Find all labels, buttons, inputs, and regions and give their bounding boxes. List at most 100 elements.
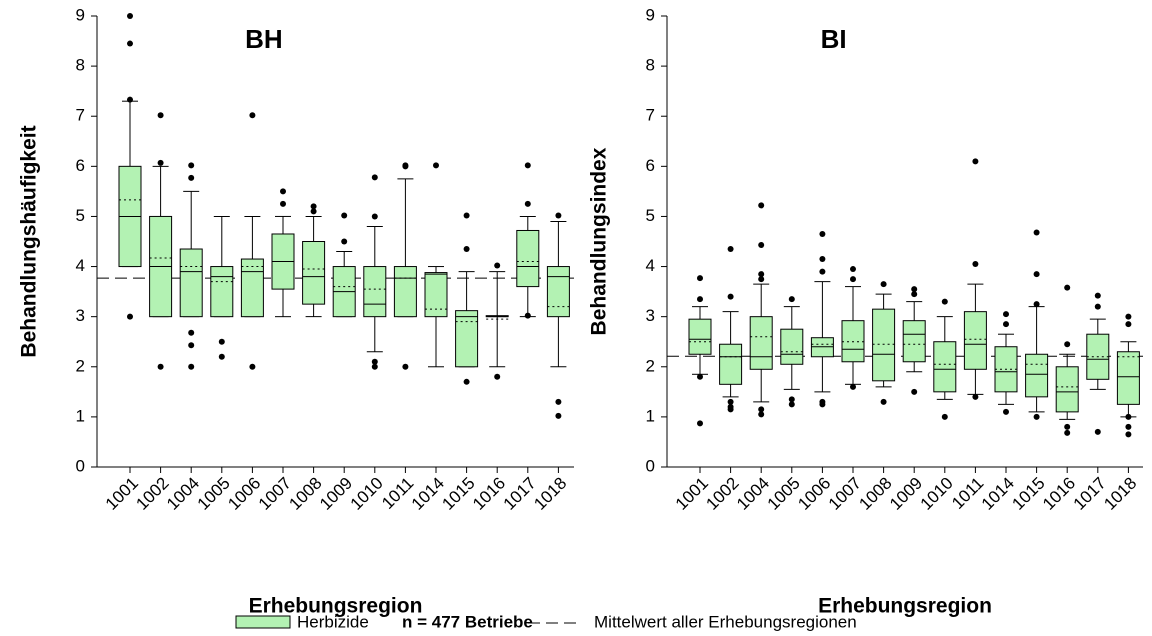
outlier <box>1094 292 1101 299</box>
outlier <box>850 266 856 273</box>
outlier <box>494 373 501 380</box>
box <box>546 266 570 318</box>
outlier <box>127 96 133 103</box>
outlier <box>1094 303 1101 310</box>
outlier <box>758 406 765 413</box>
box <box>719 343 743 385</box>
outlier <box>758 242 765 249</box>
outlier <box>727 293 734 300</box>
outlier <box>941 298 948 305</box>
outlier <box>280 188 286 195</box>
x-tick-label: 1016 <box>469 474 509 514</box>
x-tick-label: 1017 <box>1070 474 1110 514</box>
box <box>780 328 804 365</box>
x-tick-label: 1018 <box>1100 474 1140 514</box>
y-tick-label: 5 <box>646 206 655 225</box>
outlier <box>1125 431 1132 438</box>
outlier <box>1003 311 1009 318</box>
box <box>424 272 448 318</box>
outlier <box>727 403 734 410</box>
outlier <box>524 162 531 169</box>
outlier <box>1125 321 1132 328</box>
legend-note: n = 477 Betriebe <box>402 612 533 631</box>
x-tick-label: 1007 <box>255 474 295 514</box>
box <box>688 318 712 355</box>
outlier <box>1125 413 1132 420</box>
y-tick-label: 3 <box>76 306 85 325</box>
box <box>872 308 896 382</box>
box <box>516 229 540 288</box>
outlier <box>788 401 795 408</box>
y-tick-label: 4 <box>646 256 655 275</box>
outlier <box>371 363 378 370</box>
y-tick-label: 5 <box>76 206 85 225</box>
outlier <box>1033 229 1040 236</box>
box <box>902 320 926 363</box>
x-tick-label: 1014 <box>978 474 1018 514</box>
outlier <box>1033 301 1040 308</box>
outlier <box>788 296 795 303</box>
y-tick-label: 2 <box>646 356 655 375</box>
outlier <box>1003 408 1009 415</box>
outlier <box>555 212 562 219</box>
x-tick-label: 1017 <box>500 474 540 514</box>
outlier <box>1094 428 1101 435</box>
outlier <box>819 256 826 263</box>
outlier <box>850 383 856 390</box>
box <box>210 266 234 318</box>
outlier <box>880 398 887 405</box>
y-tick-label: 2 <box>76 356 85 375</box>
legend-swatch <box>235 615 291 629</box>
box <box>393 266 417 318</box>
box <box>841 320 865 363</box>
x-tick-label: 1002 <box>702 474 742 514</box>
outlier <box>788 396 795 403</box>
outlier <box>911 291 918 298</box>
x-axis-label: Erhebungsregion <box>249 595 423 618</box>
outlier <box>972 393 979 400</box>
y-tick-label: 8 <box>76 56 85 75</box>
outlier <box>727 398 734 405</box>
x-tick-label: 1009 <box>316 474 356 514</box>
x-tick-label: 1016 <box>1039 474 1079 514</box>
box <box>1116 351 1140 405</box>
outlier <box>371 213 378 220</box>
outlier <box>819 230 826 237</box>
x-tick-label: 1008 <box>285 474 325 514</box>
y-tick-label: 0 <box>646 456 655 475</box>
box <box>933 341 957 393</box>
outlier <box>157 159 164 166</box>
outlier <box>188 363 195 370</box>
outlier <box>697 275 703 282</box>
outlier <box>341 212 348 219</box>
x-tick-label: 1010 <box>347 474 387 514</box>
outlier <box>1064 423 1071 430</box>
y-tick-label: 6 <box>646 156 655 175</box>
outlier <box>911 286 918 293</box>
x-tick-label: 1007 <box>825 474 865 514</box>
box <box>455 310 479 368</box>
outlier <box>972 261 979 268</box>
outlier <box>941 413 948 420</box>
chart-title: BH <box>245 24 283 54</box>
box <box>240 258 264 318</box>
outlier <box>758 202 765 209</box>
outlier <box>157 112 164 119</box>
x-tick-label: 1006 <box>224 474 264 514</box>
outlier <box>188 329 195 336</box>
y-tick-label: 8 <box>646 56 655 75</box>
x-tick-label: 1015 <box>438 474 478 514</box>
outlier <box>1003 321 1009 328</box>
outlier <box>402 162 409 169</box>
box <box>1055 366 1079 413</box>
y-tick-label: 4 <box>76 256 85 275</box>
x-tick-label: 1009 <box>886 474 926 514</box>
x-tick-label: 1015 <box>1008 474 1048 514</box>
x-tick-label: 1005 <box>764 474 804 514</box>
outlier <box>127 40 133 47</box>
y-tick-label: 0 <box>76 456 85 475</box>
outlier <box>341 238 348 245</box>
box <box>363 266 387 318</box>
y-axis-label: Behandlungshäufigkeit <box>18 125 41 357</box>
outlier <box>850 276 856 283</box>
